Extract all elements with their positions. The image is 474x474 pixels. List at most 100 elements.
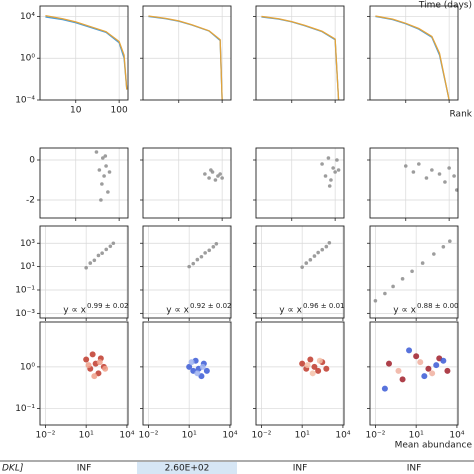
panel — [40, 322, 128, 425]
table-cell: INF — [293, 464, 308, 474]
point — [308, 258, 313, 262]
point — [432, 252, 436, 256]
point — [320, 162, 324, 166]
point — [331, 166, 335, 170]
point — [209, 168, 213, 172]
panel-frame — [39, 321, 129, 426]
point — [420, 261, 425, 265]
point — [430, 168, 434, 172]
point — [312, 254, 317, 258]
panel-frame — [369, 147, 459, 219]
point — [104, 164, 108, 168]
point — [194, 370, 201, 377]
point — [425, 365, 432, 372]
y-tick-label: 10³ — [20, 239, 35, 249]
point — [391, 284, 395, 289]
point — [406, 347, 413, 354]
panel — [143, 6, 231, 100]
y-tick-label: 10⁰ — [20, 54, 35, 64]
x-tick-label: 10⁴ — [119, 431, 134, 441]
point — [89, 351, 96, 358]
point — [383, 291, 387, 296]
point — [207, 176, 211, 180]
x-tick-label: 10¹ — [182, 431, 197, 441]
point — [199, 363, 206, 370]
y-tick-label: 10¹ — [20, 262, 35, 272]
panel — [256, 226, 344, 318]
x-tick-label: 100 — [111, 106, 128, 116]
point — [96, 359, 103, 366]
point — [333, 170, 337, 174]
point — [323, 174, 328, 178]
x-tick-label: 10⁻² — [366, 431, 386, 441]
annotation-exponent: 0.92 ± 0.02 — [190, 302, 232, 310]
panel-frame — [39, 225, 129, 319]
panel — [370, 226, 458, 318]
point — [99, 198, 103, 202]
annotation: y ∝ x — [63, 306, 86, 316]
point — [203, 251, 207, 255]
panel — [143, 226, 231, 318]
point — [304, 261, 309, 265]
point — [424, 176, 429, 180]
panel — [40, 226, 128, 318]
x-tick-label: 10¹ — [295, 431, 310, 441]
point — [91, 373, 98, 380]
point — [84, 265, 88, 270]
point — [94, 150, 99, 154]
point — [207, 248, 212, 253]
point — [211, 244, 216, 249]
panel-frame — [142, 321, 232, 426]
y-tick-label: 10⁻³ — [15, 309, 35, 319]
point — [100, 156, 105, 160]
x-tick-label: 10⁻² — [139, 431, 159, 441]
annotation: y ∝ x — [393, 306, 416, 316]
annotation-exponent: 0.96 ± 0.01 — [303, 302, 345, 310]
x-axis-label: Mean abundance — [395, 441, 473, 451]
table-cell: INF — [77, 464, 92, 474]
panel — [256, 148, 344, 218]
point — [214, 241, 219, 246]
point — [199, 254, 204, 259]
point — [447, 166, 451, 170]
point — [299, 360, 306, 367]
panel-frame — [255, 225, 345, 319]
panel-frame — [369, 321, 459, 426]
point — [440, 357, 447, 364]
annotation: y ∝ x — [166, 306, 189, 316]
panel-frame — [142, 147, 232, 219]
panel-frame — [39, 5, 129, 101]
panel-frame — [369, 225, 459, 319]
panel — [143, 322, 231, 425]
point — [85, 362, 92, 369]
point — [417, 162, 421, 166]
x-tick-label: 10¹ — [409, 431, 424, 441]
point — [187, 264, 191, 269]
line — [45, 14, 128, 90]
annotation: y ∝ x — [279, 306, 302, 316]
point — [106, 190, 110, 194]
panel-frame — [255, 321, 345, 426]
point — [437, 172, 442, 176]
panel — [370, 148, 458, 218]
point — [336, 168, 341, 172]
point — [104, 247, 109, 252]
panel — [40, 148, 128, 218]
point — [335, 158, 339, 162]
point — [100, 182, 104, 186]
y-tick-label: 10⁻⁴ — [15, 96, 35, 106]
point — [309, 370, 316, 377]
point — [97, 168, 102, 172]
panel-frame — [255, 147, 345, 219]
point — [108, 244, 113, 249]
panel-frame — [142, 225, 232, 319]
table-cell: 2.60E+02 — [165, 464, 210, 474]
point — [102, 365, 109, 372]
x-axis-label: Rank — [450, 110, 473, 120]
y-tick-label: 10⁰ — [20, 362, 35, 372]
point — [315, 367, 322, 374]
point — [100, 251, 104, 256]
point — [102, 174, 106, 178]
point — [454, 188, 458, 192]
point — [103, 154, 108, 158]
